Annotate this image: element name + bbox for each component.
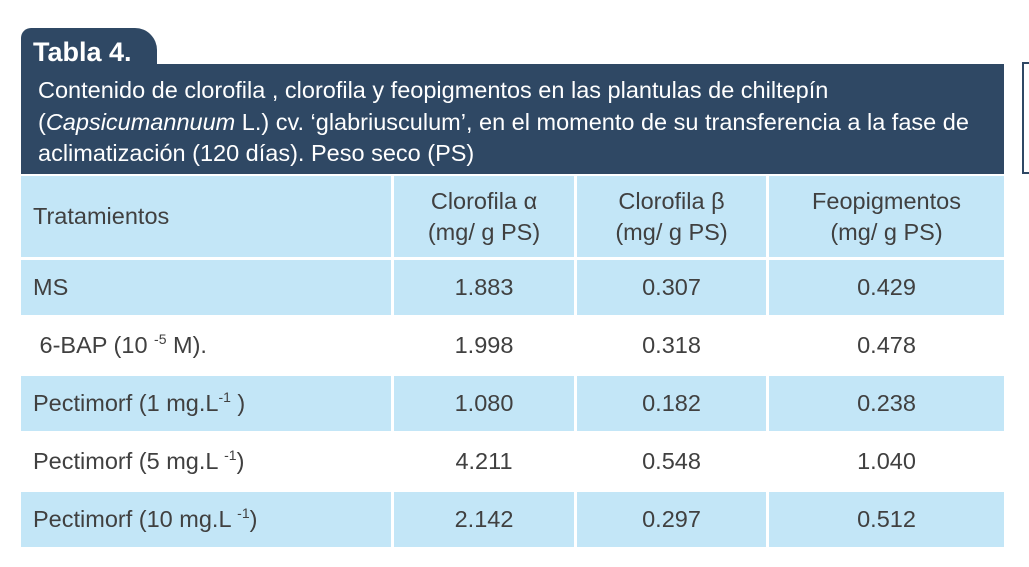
treatment-cell: Pectimorf (5 mg.L -1) (21, 434, 394, 492)
feopigmentos-value: 0.429 (769, 260, 1004, 318)
feopigmentos-value: 0.512 (769, 492, 1004, 550)
header-tratamientos: Tratamientos (21, 176, 394, 260)
treatment-name: Pectimorf (5 mg.L (33, 448, 225, 474)
table-title: Tabla 4. (33, 37, 132, 67)
treatment-name: MS (33, 274, 69, 300)
clorofila-a-value: 1.080 (394, 376, 577, 434)
header-feopigmentos-unit: (mg/ g PS) (830, 218, 943, 245)
feopigmentos-value: 0.238 (769, 376, 1004, 434)
treatment-cell: 6-BAP (10 -5 M). (21, 318, 394, 376)
header-clorofila-a-name: Clorofila α (430, 187, 538, 214)
title-tab (21, 28, 157, 68)
header-clorofila-b: Clorofila β (mg/ g PS) (577, 176, 769, 260)
treatment-cell: MS (21, 260, 394, 318)
header-clorofila-a-unit: (mg/ g PS) (427, 218, 541, 245)
clorofila-a-value: 2.142 (394, 492, 577, 550)
treatment-name: Pectimorf (10 mg.L (33, 506, 238, 532)
treatment-suffix: ) (236, 448, 245, 474)
treatment-exponent: -1 (237, 505, 250, 521)
header-feopigmentos-name: Feopigmentos (812, 187, 961, 214)
caption-species: Capsicumannuum (45, 108, 236, 135)
treatment-cell: Pectimorf (1 mg.L-1 ) (21, 376, 394, 434)
treatment-name: 6-BAP (10 (33, 332, 155, 358)
page-edge-mark (1022, 62, 1029, 174)
caption-text-1: Contenido de clorofila , clorofila y feo… (38, 77, 829, 135)
table-row: Pectimorf (5 mg.L -1) 4.211 0.548 1.040 (21, 434, 1004, 492)
treatment-name: Pectimorf (1 mg.L (33, 390, 219, 416)
clorofila-b-value: 0.297 (577, 492, 769, 550)
header-feopigmentos: Feopigmentos (mg/ g PS) (769, 176, 1004, 260)
treatment-suffix: ) (249, 506, 258, 532)
feopigmentos-value: 1.040 (769, 434, 1004, 492)
data-table: Tratamientos Clorofila α (mg/ g PS) Cloro… (21, 176, 1004, 550)
table-caption: Contenido de clorofila , clorofila y feo… (38, 75, 998, 170)
treatment-cell: Pectimorf (10 mg.L -1) (21, 492, 394, 550)
clorofila-a-value: 4.211 (394, 434, 577, 492)
feopigmentos-value: 0.478 (769, 318, 1004, 376)
caption-box (21, 64, 1004, 174)
table-header-row: Tratamientos Clorofila α (mg/ g PS) Cloro… (21, 176, 1004, 260)
treatment-exponent: -1 (224, 447, 237, 463)
clorofila-b-value: 0.318 (577, 318, 769, 376)
header-clorofila-b-name: Clorofila β (618, 187, 725, 214)
clorofila-b-value: 0.182 (577, 376, 769, 434)
header-clorofila-b-unit: (mg/ g PS) (615, 218, 728, 245)
caption-text-2: L.) cv. ‘glabriusculum’, en el momento d… (38, 108, 969, 167)
table-row: Pectimorf (10 mg.L -1) 2.142 0.297 0.512 (21, 492, 1004, 550)
treatment-exponent: -1 (218, 389, 231, 405)
table-row: 6-BAP (10 -5 M). 1.998 0.318 0.478 (21, 318, 1004, 376)
treatment-exponent: -5 (154, 331, 167, 347)
treatment-suffix: M). (166, 332, 207, 358)
clorofila-b-value: 0.548 (577, 434, 769, 492)
treatment-suffix: ) (230, 390, 246, 416)
clorofila-a-value: 1.998 (394, 318, 577, 376)
table-row: MS 1.883 0.307 0.429 (21, 260, 1004, 318)
clorofila-a-value: 1.883 (394, 260, 577, 318)
header-clorofila-a: Clorofila α (mg/ g PS) (394, 176, 577, 260)
table-row: Pectimorf (1 mg.L-1 ) 1.080 0.182 0.238 (21, 376, 1004, 434)
clorofila-b-value: 0.307 (577, 260, 769, 318)
